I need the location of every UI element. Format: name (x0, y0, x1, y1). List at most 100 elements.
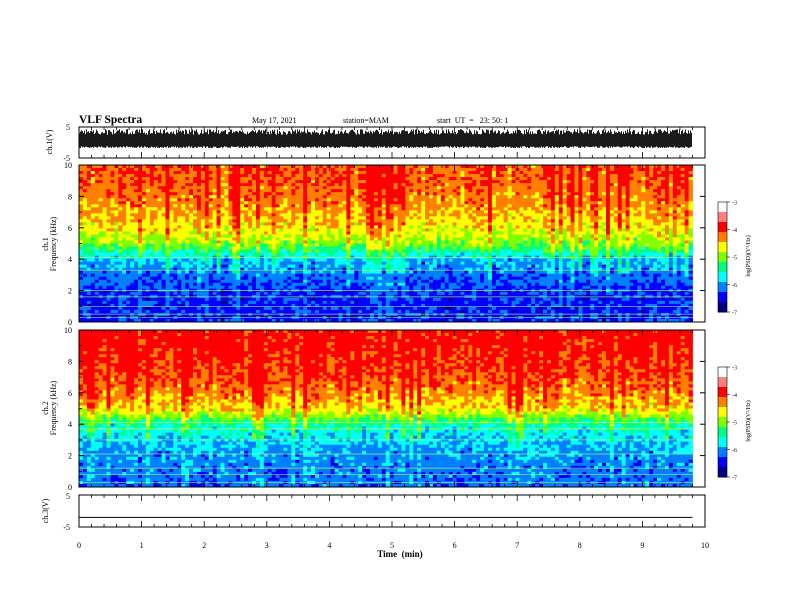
spectrogram-cell (448, 228, 453, 232)
spectrogram-cell (275, 282, 280, 287)
spectrogram-cell (232, 267, 237, 272)
spectrogram-cell (118, 258, 123, 263)
spectrogram-cell (106, 291, 111, 296)
spectrogram-cell (346, 174, 351, 178)
spectrogram-cell (314, 183, 320, 187)
spectrogram-cell (185, 309, 190, 314)
spectrogram-cell (216, 165, 221, 169)
spectrogram-cell (425, 180, 430, 184)
spectrogram-cell (126, 216, 131, 220)
spectrogram-cell (248, 306, 253, 311)
spectrogram-cell (157, 225, 162, 229)
spectrogram-cell (271, 234, 277, 238)
spectrogram-cell (181, 183, 186, 187)
spectrogram-cell (236, 183, 241, 187)
spectrogram-cell (122, 198, 127, 202)
spectrogram-cell (204, 318, 210, 323)
spectrogram-cell (196, 249, 202, 253)
spectrogram-cell (373, 312, 379, 317)
spectrogram-cell (271, 231, 277, 235)
spectrogram-cell (303, 306, 308, 311)
spectrogram-cell (141, 186, 147, 190)
spectrogram-cell (425, 195, 430, 199)
spectrogram-cell (342, 261, 347, 266)
spectrogram-cell (318, 300, 324, 305)
spectrogram-cell (185, 249, 190, 253)
spectrogram-cell (200, 315, 206, 320)
spectrogram-cell (106, 231, 111, 235)
spectrogram-cell (94, 303, 100, 308)
spectrogram-cell (193, 246, 198, 250)
spectrogram-cell (236, 198, 241, 202)
spectrogram-cell (322, 177, 328, 181)
spectrogram-cell (236, 270, 241, 275)
spectrogram-cell (161, 249, 166, 253)
spectrogram-cell (342, 315, 347, 320)
spectrogram-cell (389, 300, 394, 305)
spectrogram-cell (130, 243, 135, 247)
spectrogram-cell (275, 168, 280, 172)
spectrogram-cell (248, 261, 253, 266)
spectrogram-cell (110, 186, 115, 190)
spectrogram-cell (263, 315, 269, 320)
spectrogram-cell (193, 165, 198, 169)
spectrogram-cell (157, 315, 162, 320)
spectrogram-cell (185, 180, 190, 184)
spectrogram-cell (373, 276, 379, 281)
spectrogram-cell (110, 270, 115, 275)
spectrogram-cell (212, 192, 218, 196)
spectrogram-cell (224, 300, 229, 305)
spectrogram-cell (326, 219, 332, 223)
spectrogram-cell (157, 216, 162, 220)
spectrogram-cell (189, 174, 194, 178)
spectrogram-cell (110, 264, 115, 269)
spectrogram-cell (279, 306, 284, 311)
spectrogram-cell (381, 243, 387, 247)
spectrogram-cell (86, 270, 92, 275)
spectrogram-cell (279, 282, 284, 287)
spectrogram-cell (311, 303, 316, 308)
spectrogram-cell (322, 201, 328, 205)
spectrogram-cell (436, 258, 442, 263)
spectrogram-cell (275, 270, 280, 275)
spectrogram-cell (126, 261, 131, 266)
spectrogram-cell (248, 240, 253, 244)
spectrogram-cell (429, 273, 434, 278)
spectrogram-cell (429, 165, 434, 169)
spectrogram-cell (350, 282, 355, 287)
spectrogram-cell (220, 192, 225, 196)
spectrogram-cell (377, 237, 383, 241)
spectrogram-cell (141, 267, 147, 272)
spectrogram-cell (94, 261, 100, 266)
spectrogram-cell (314, 186, 320, 190)
spectrogram-cell (401, 297, 406, 302)
spectrogram-cell (393, 174, 398, 178)
spectrogram-cell (346, 180, 351, 184)
spectrogram-cell (287, 249, 292, 253)
spectrogram-cell (102, 252, 107, 256)
spectrogram-cell (122, 279, 127, 284)
spectrogram-cell (314, 303, 320, 308)
spectrogram-cell (326, 252, 332, 256)
spectrogram-cell (94, 210, 100, 214)
spectrogram-cell (334, 165, 339, 169)
spectrogram-cell (291, 222, 296, 226)
spectrogram-cell (248, 237, 253, 241)
spectrogram-cell (389, 291, 394, 296)
spectrogram-cell (366, 216, 371, 220)
spectrogram-cell (79, 183, 84, 187)
spectrogram-cell (283, 219, 288, 223)
spectrogram-cell (421, 279, 426, 284)
spectrogram-cell (137, 285, 143, 290)
spectrogram-cell (118, 171, 123, 175)
spectrogram-cell (326, 300, 332, 305)
spectrogram-cell (169, 216, 174, 220)
spectrogram-cell (102, 222, 107, 226)
spectrogram-cell (185, 219, 190, 223)
spectrogram-cell (322, 315, 328, 320)
spectrogram-cell (370, 219, 375, 223)
spectrogram-cell (334, 195, 339, 199)
spectrogram-cell (271, 237, 277, 241)
spectrogram-cell (307, 174, 312, 178)
spectrogram-cell (291, 204, 296, 208)
